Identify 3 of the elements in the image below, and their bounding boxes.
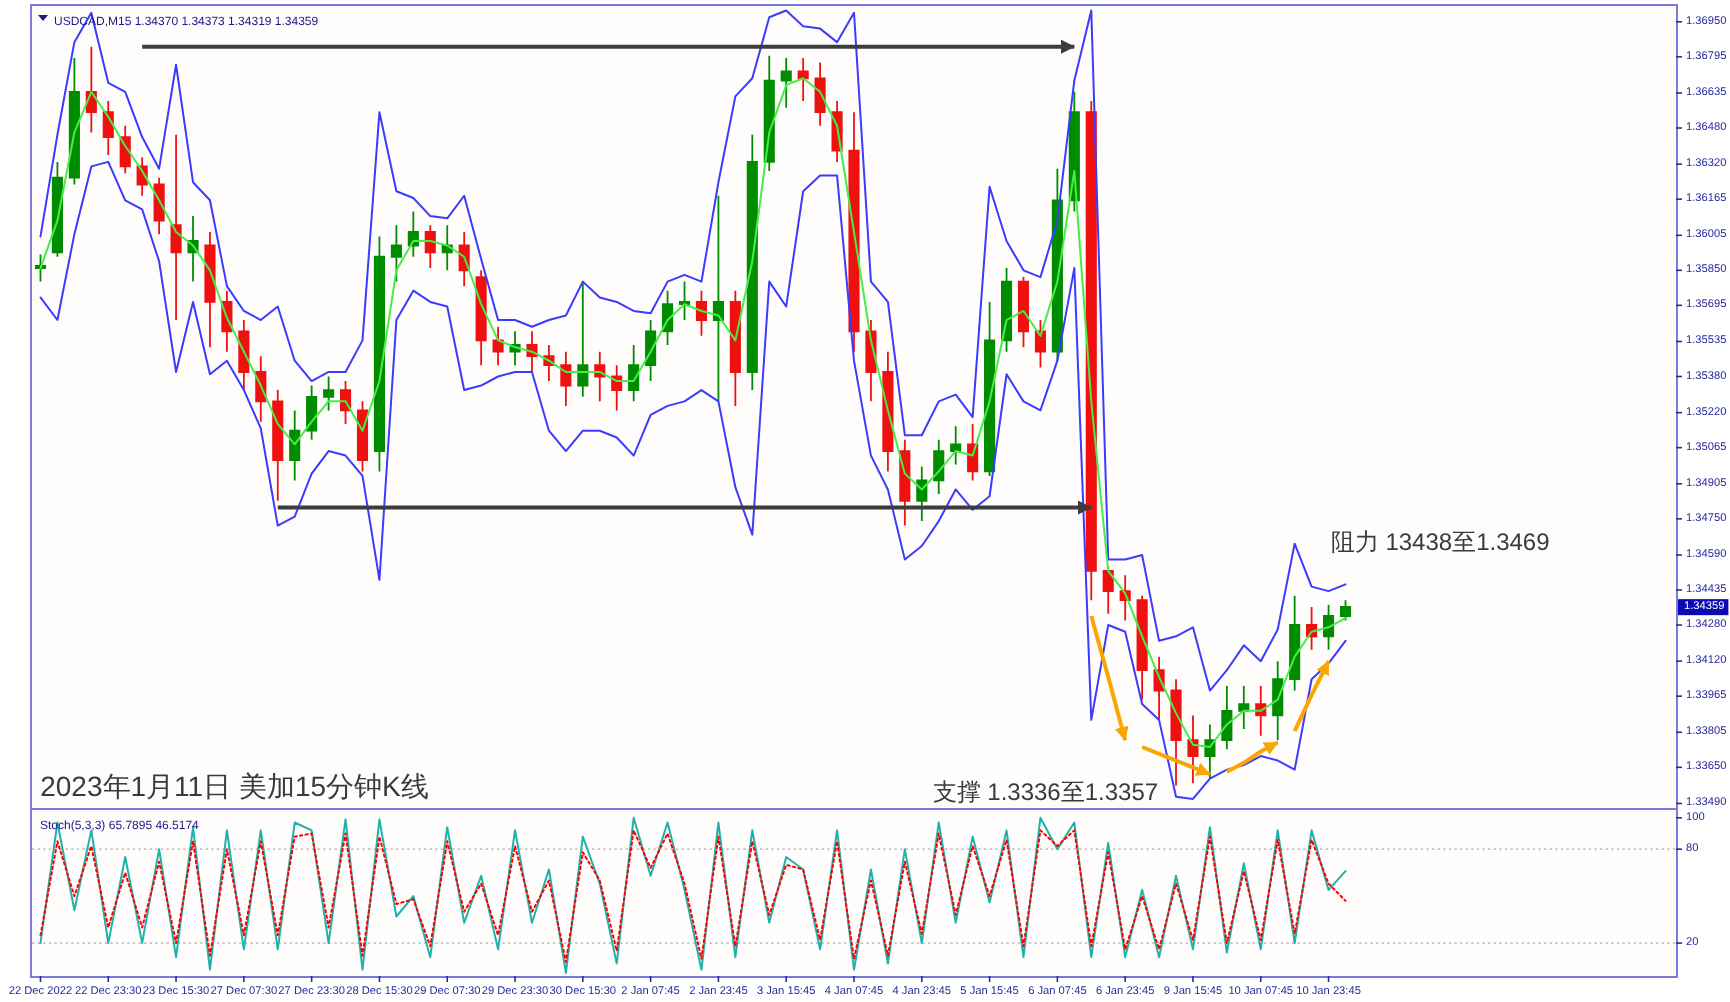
annotation: 支撑 1.3336至1.3357 [932,777,1159,806]
annotation: 阻力 13438至1.3469 [1330,527,1551,556]
annotation: 2023年1月11日 美加15分钟K线 [40,769,429,802]
